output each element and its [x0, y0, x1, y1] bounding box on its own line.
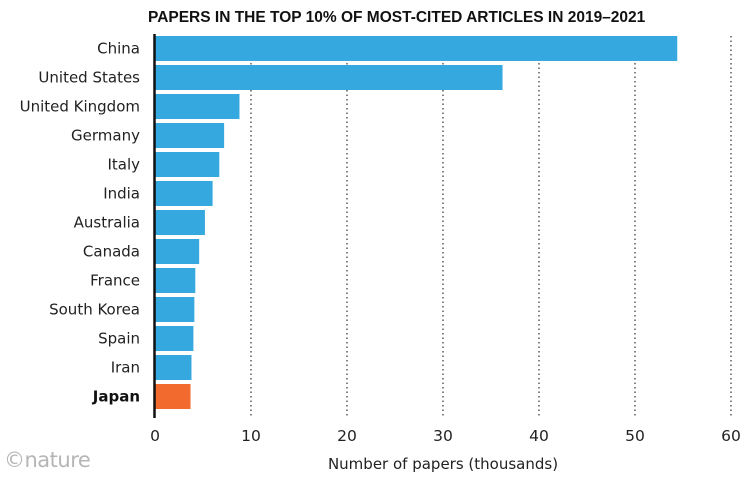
x-tick-20: 20: [337, 427, 357, 445]
chart-title: PAPERS IN THE TOP 10% OF MOST-CITED ARTI…: [148, 9, 646, 26]
category-label-china: China: [97, 40, 140, 58]
bar-germany: [155, 123, 225, 148]
category-label-australia: Australia: [74, 214, 140, 232]
category-label-france: France: [90, 272, 140, 290]
bar-italy: [155, 152, 220, 177]
gridlines: [250, 36, 732, 418]
category-label-iran: Iran: [111, 359, 140, 377]
bars: [155, 36, 678, 409]
bar-france: [155, 268, 196, 293]
category-label-united-states: United States: [38, 69, 140, 87]
category-label-united-kingdom: United Kingdom: [20, 98, 140, 116]
x-tick-10: 10: [241, 427, 261, 445]
bar-china: [155, 36, 678, 61]
category-label-canada: Canada: [83, 243, 140, 261]
bar-australia: [155, 210, 205, 235]
bar-canada: [155, 239, 200, 264]
category-label-italy: Italy: [107, 156, 140, 174]
x-tick-60: 60: [721, 427, 741, 445]
bar-iran: [155, 355, 192, 380]
bar-united-kingdom: [155, 94, 240, 119]
category-label-spain: Spain: [98, 330, 140, 348]
x-tick-30: 30: [433, 427, 453, 445]
bar-south-korea: [155, 297, 195, 322]
bar-spain: [155, 326, 194, 351]
category-label-japan: Japan: [92, 388, 140, 406]
category-label-germany: Germany: [71, 127, 140, 145]
bar-united-states: [155, 65, 503, 90]
category-label-south-korea: South Korea: [49, 301, 140, 319]
x-tick-50: 50: [625, 427, 645, 445]
x-axis-label: Number of papers (thousands): [328, 455, 558, 473]
nature-credit: ©nature: [4, 448, 90, 472]
x-tick-40: 40: [529, 427, 549, 445]
bar-india: [155, 181, 213, 206]
x-tick-labels: 0 10 20 30 40 50 60: [150, 427, 741, 445]
category-label-india: India: [103, 185, 140, 203]
x-tick-0: 0: [150, 427, 160, 445]
category-labels: China United States United Kingdom Germany I…: [20, 40, 141, 406]
bar-japan: [155, 384, 191, 409]
